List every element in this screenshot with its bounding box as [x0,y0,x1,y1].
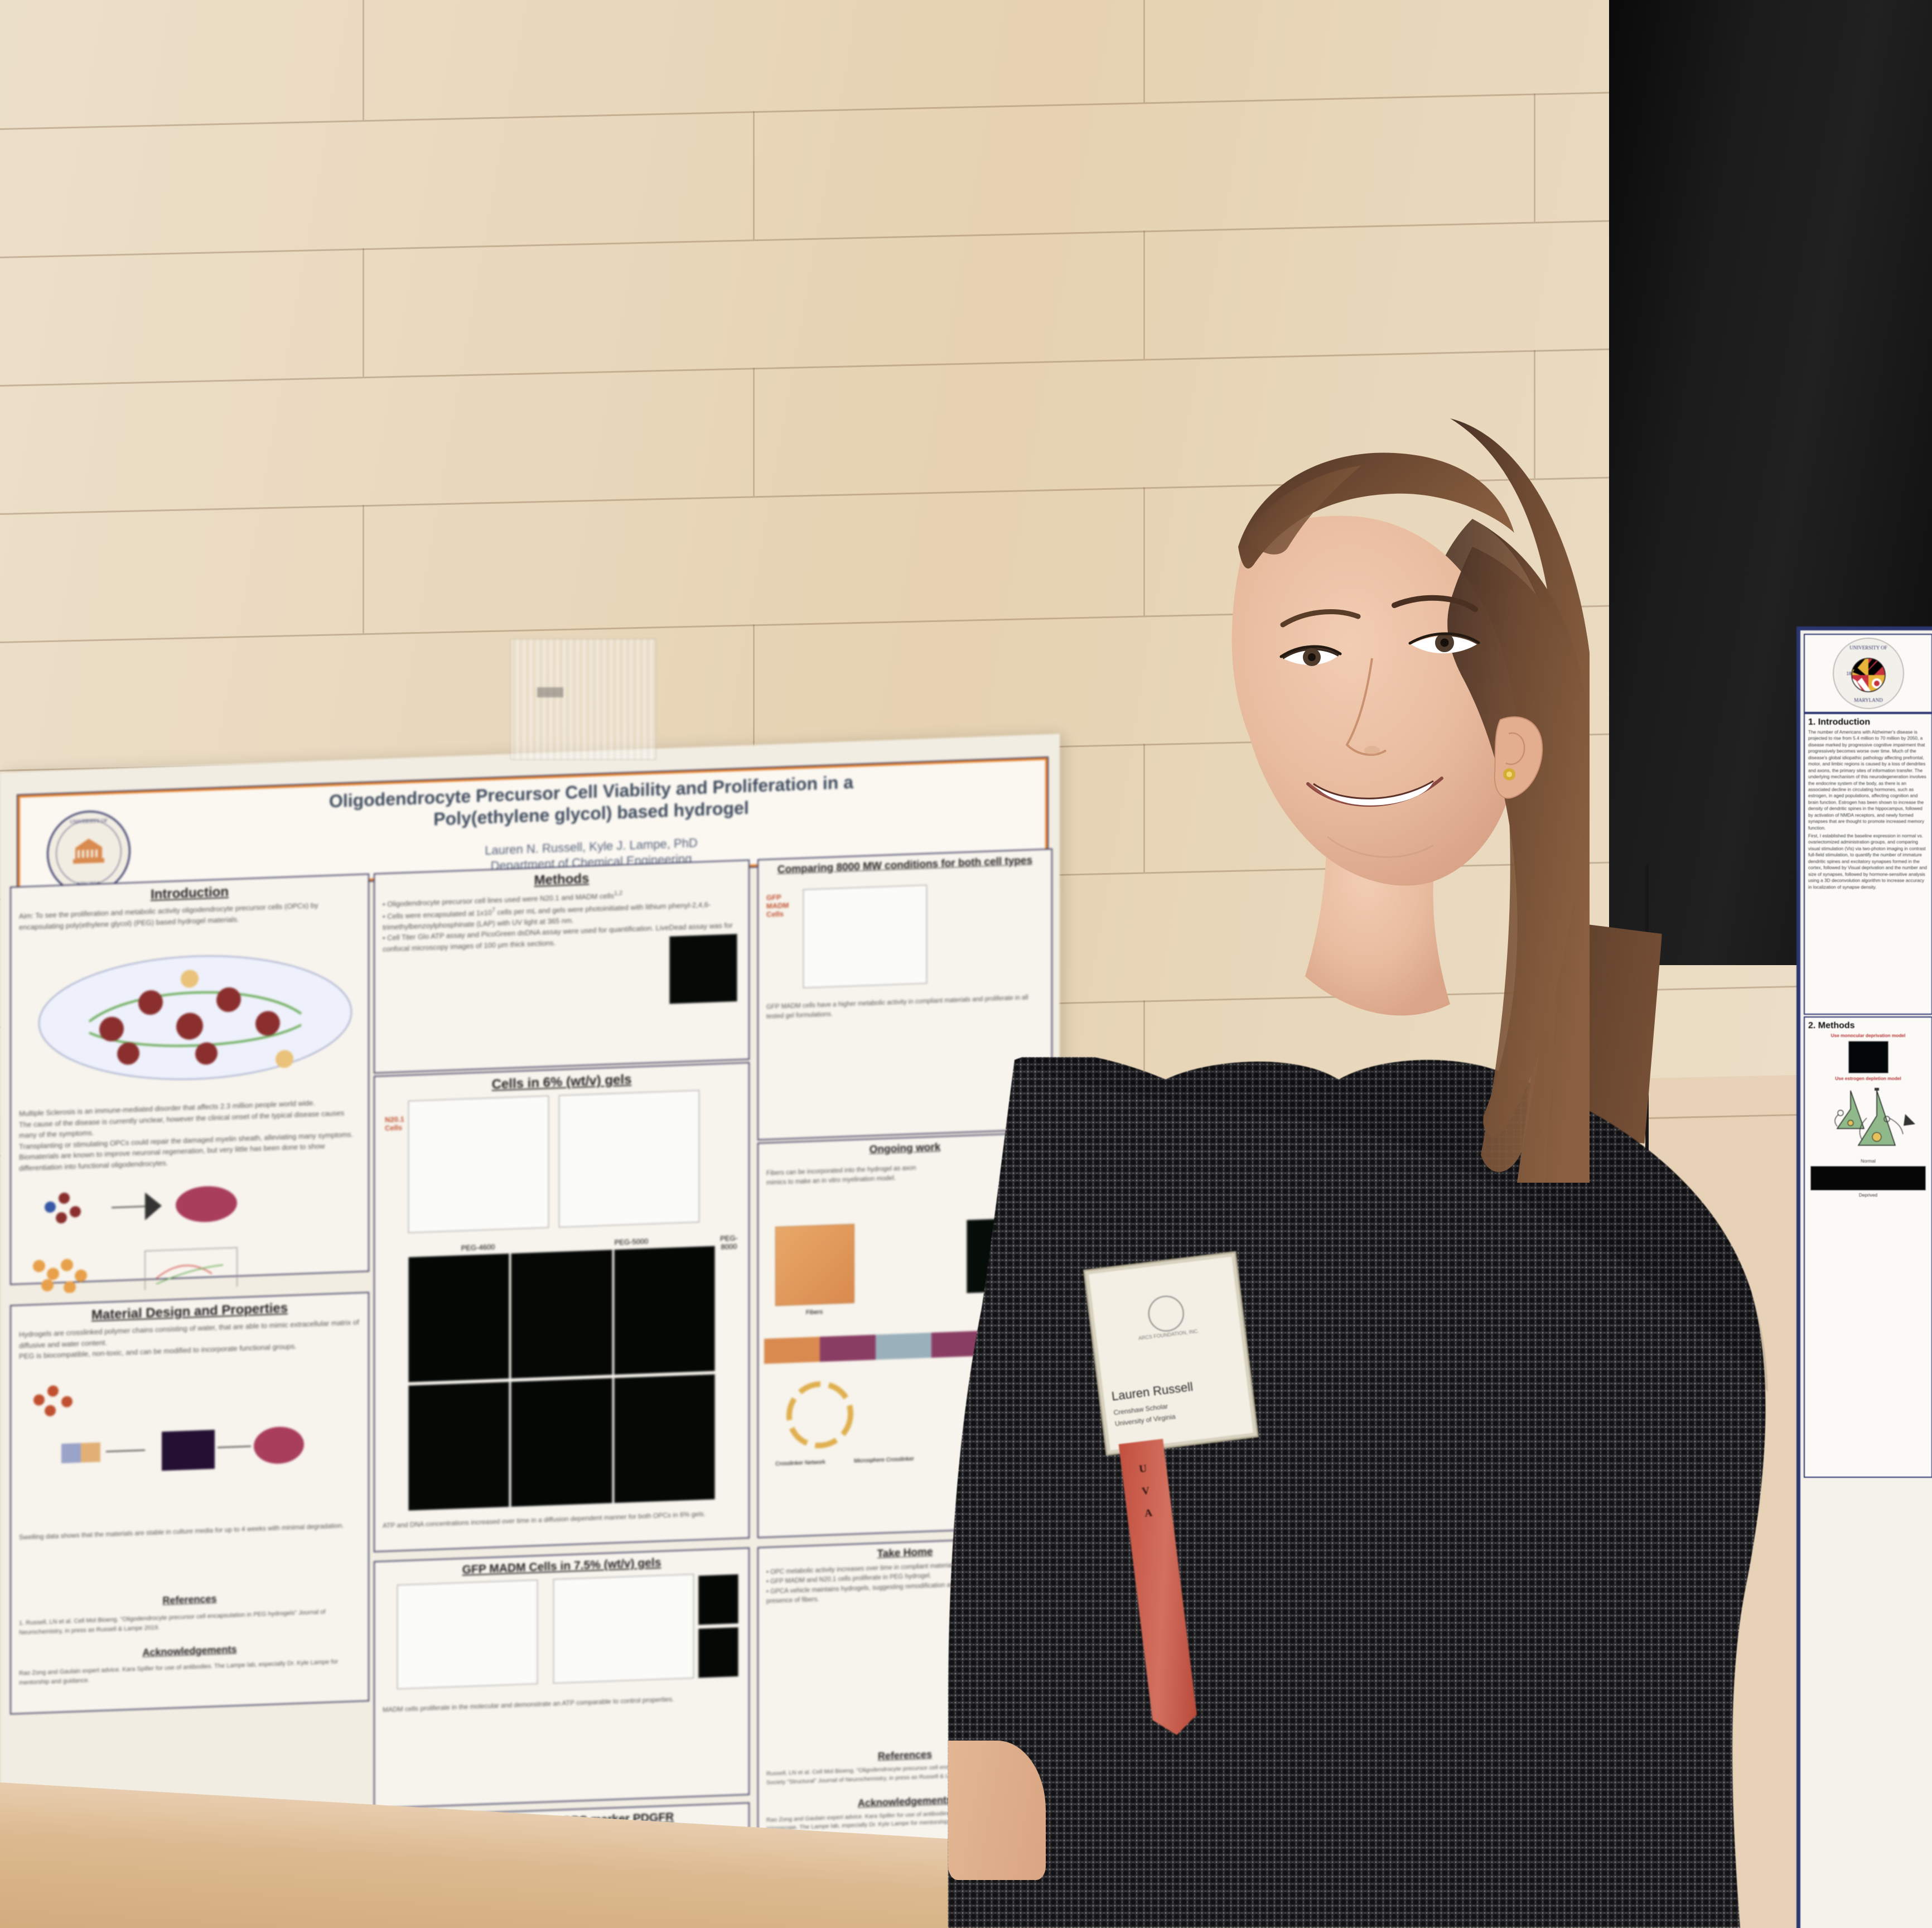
svg-text:18: 18 [1846,671,1851,676]
svg-text:MARYLAND: MARYLAND [1854,697,1883,703]
svg-text:UNIVERSITY OF: UNIVERSITY OF [1849,645,1887,650]
